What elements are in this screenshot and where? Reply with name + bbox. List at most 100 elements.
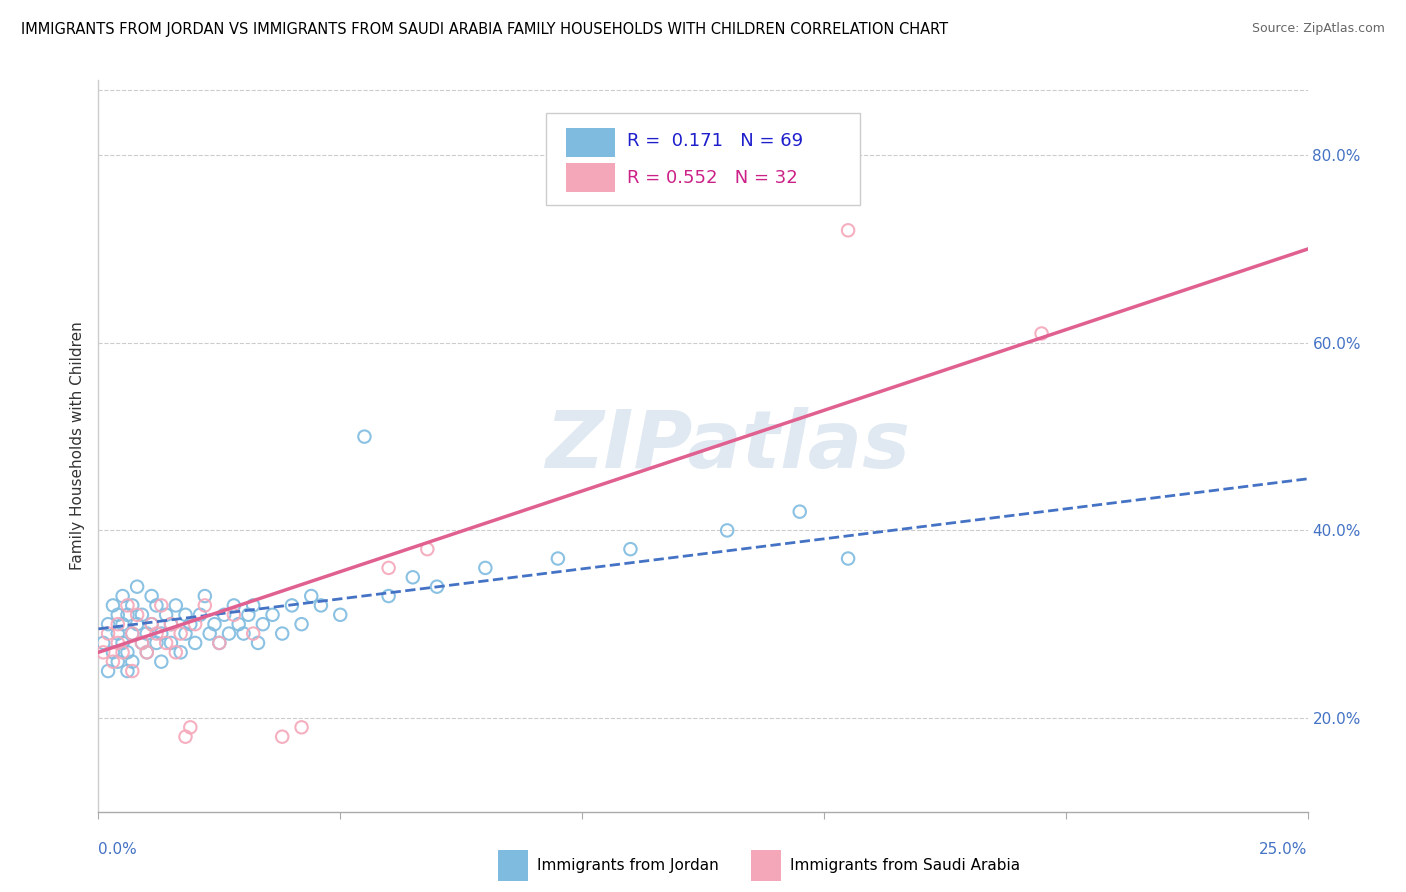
Point	[131, 607, 153, 622]
Point	[160, 617, 183, 632]
Point	[228, 617, 250, 632]
Point	[204, 617, 226, 632]
Point	[91, 645, 114, 659]
Point	[281, 599, 304, 613]
Point	[121, 626, 143, 640]
Point	[184, 617, 207, 632]
Point	[1031, 326, 1053, 341]
Point	[377, 561, 399, 575]
Point	[121, 664, 143, 678]
Point	[121, 599, 143, 613]
Point	[353, 429, 375, 443]
Text: Immigrants from Jordan: Immigrants from Jordan	[537, 858, 718, 872]
Point	[198, 626, 221, 640]
Point	[179, 617, 201, 632]
Point	[426, 580, 449, 594]
Point	[222, 607, 245, 622]
Point	[107, 636, 129, 650]
Point	[184, 636, 207, 650]
Point	[101, 599, 124, 613]
Point	[127, 580, 149, 594]
Text: R =  0.171   N = 69: R = 0.171 N = 69	[627, 132, 803, 150]
FancyBboxPatch shape	[567, 163, 614, 192]
Point	[111, 645, 134, 659]
Point	[117, 599, 139, 613]
Point	[97, 626, 120, 640]
Point	[619, 542, 641, 557]
Point	[127, 607, 149, 622]
Text: Source: ZipAtlas.com: Source: ZipAtlas.com	[1251, 22, 1385, 36]
Point	[789, 505, 811, 519]
Point	[155, 607, 177, 622]
Text: ZIPatlas: ZIPatlas	[544, 407, 910, 485]
Point	[107, 617, 129, 632]
Point	[174, 730, 197, 744]
Point	[117, 645, 139, 659]
Point	[145, 636, 167, 650]
Point	[165, 645, 187, 659]
Text: 25.0%: 25.0%	[1260, 842, 1308, 857]
Point	[150, 655, 173, 669]
Point	[242, 599, 264, 613]
Point	[194, 589, 217, 603]
Point	[135, 645, 157, 659]
Point	[141, 589, 163, 603]
Point	[160, 617, 183, 632]
Text: IMMIGRANTS FROM JORDAN VS IMMIGRANTS FROM SAUDI ARABIA FAMILY HOUSEHOLDS WITH CH: IMMIGRANTS FROM JORDAN VS IMMIGRANTS FRO…	[21, 22, 948, 37]
Point	[194, 599, 217, 613]
Point	[547, 551, 569, 566]
Point	[416, 542, 439, 557]
Point	[174, 607, 197, 622]
Point	[107, 655, 129, 669]
Point	[169, 645, 191, 659]
Point	[160, 636, 183, 650]
Point	[169, 626, 191, 640]
Point	[121, 626, 143, 640]
Point	[91, 636, 114, 650]
Point	[188, 607, 211, 622]
Point	[474, 561, 496, 575]
FancyBboxPatch shape	[567, 128, 614, 157]
Point	[131, 636, 153, 650]
Point	[150, 626, 173, 640]
Point	[222, 599, 245, 613]
Point	[111, 617, 134, 632]
Point	[377, 589, 399, 603]
Point	[238, 607, 260, 622]
Point	[271, 730, 294, 744]
Point	[208, 636, 231, 650]
Text: R = 0.552   N = 32: R = 0.552 N = 32	[627, 169, 797, 186]
Point	[716, 524, 738, 538]
Point	[121, 655, 143, 669]
Point	[165, 599, 187, 613]
Point	[329, 607, 352, 622]
Point	[117, 664, 139, 678]
Point	[290, 720, 312, 734]
Point	[97, 664, 120, 678]
Text: Immigrants from Saudi Arabia: Immigrants from Saudi Arabia	[790, 858, 1021, 872]
Point	[247, 636, 270, 650]
Point	[101, 655, 124, 669]
Point	[127, 617, 149, 632]
Point	[208, 636, 231, 650]
Point	[232, 626, 254, 640]
Point	[97, 617, 120, 632]
Point	[252, 617, 274, 632]
FancyBboxPatch shape	[546, 113, 860, 204]
Point	[402, 570, 425, 584]
Point	[179, 720, 201, 734]
Point	[101, 645, 124, 659]
Point	[155, 636, 177, 650]
Point	[218, 626, 240, 640]
Point	[145, 599, 167, 613]
Y-axis label: Family Households with Children: Family Households with Children	[69, 322, 84, 570]
Point	[837, 551, 859, 566]
Point	[309, 599, 332, 613]
Point	[107, 626, 129, 640]
Point	[111, 589, 134, 603]
Point	[145, 626, 167, 640]
Point	[141, 617, 163, 632]
Point	[262, 607, 284, 622]
Point	[117, 607, 139, 622]
Point	[135, 645, 157, 659]
